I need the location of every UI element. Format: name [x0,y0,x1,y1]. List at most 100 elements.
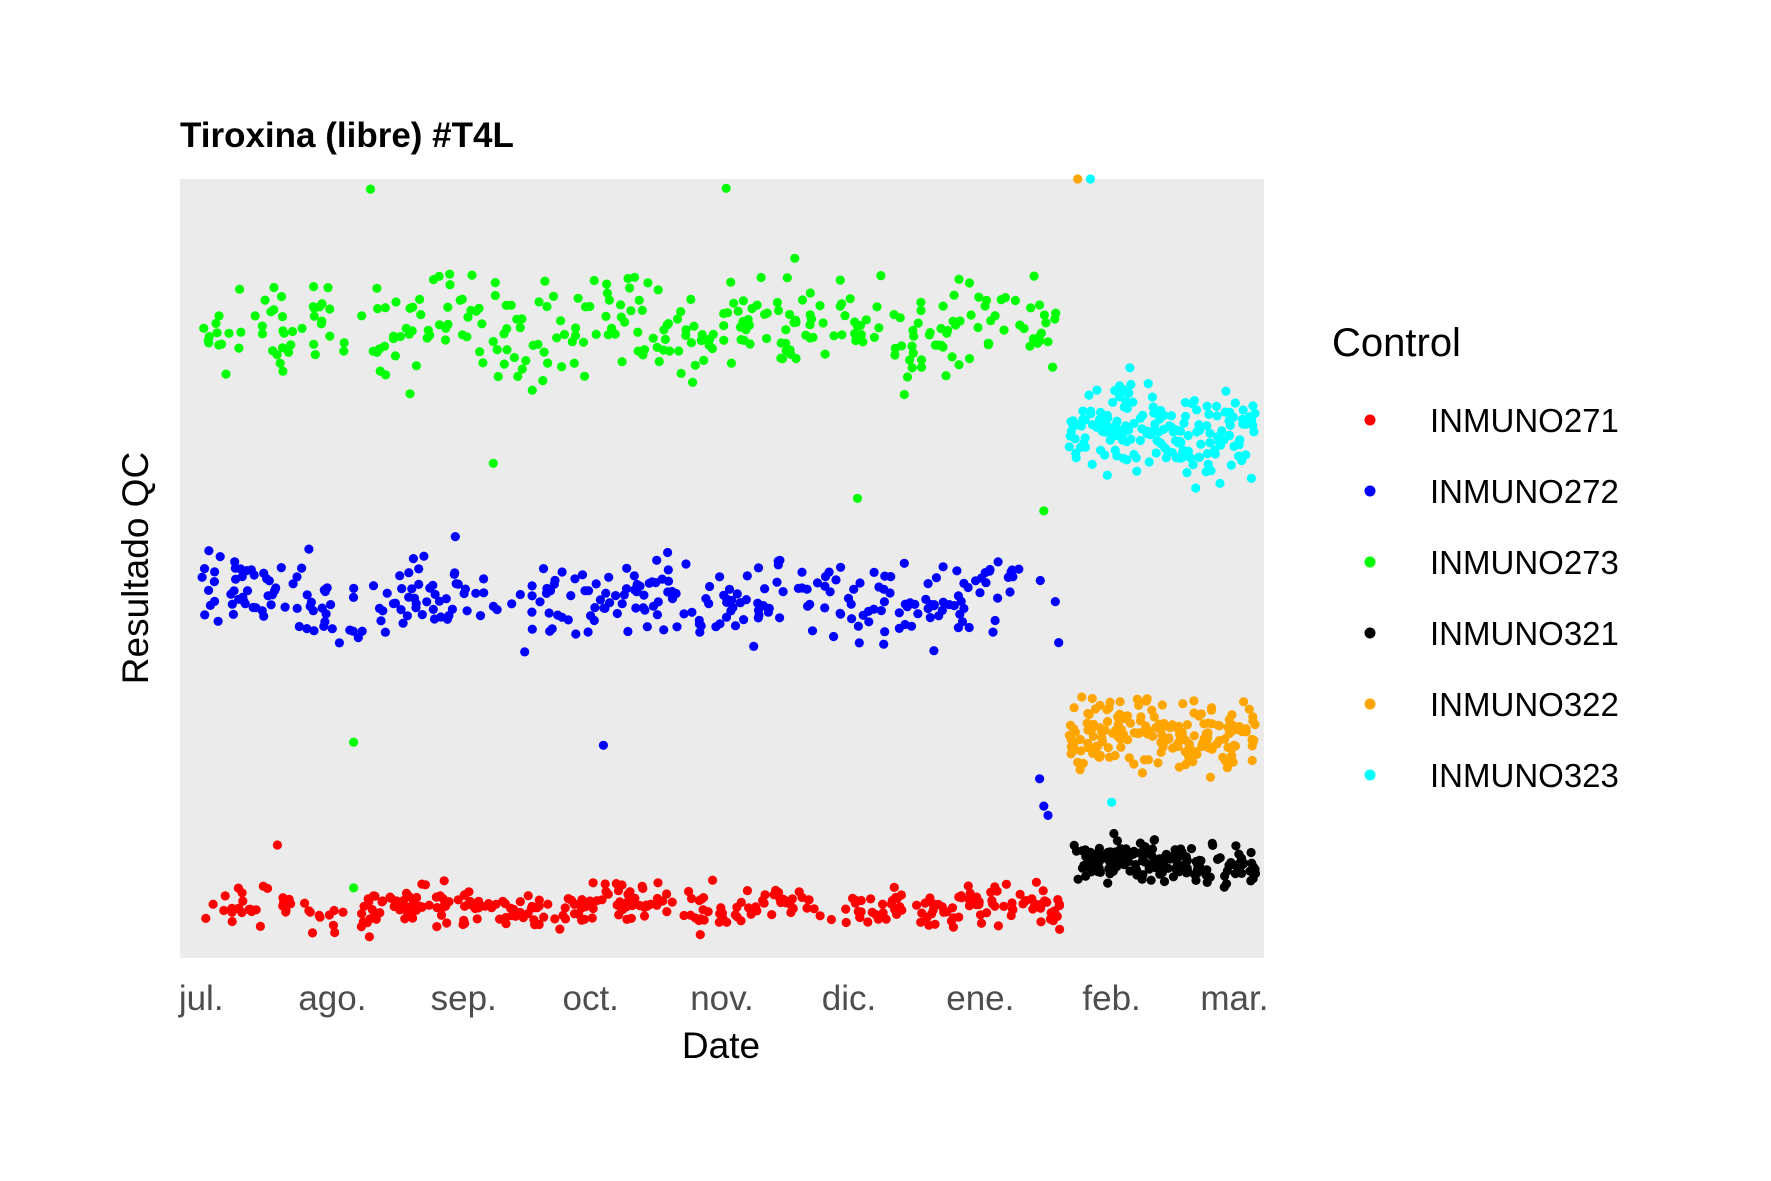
data-point [629,571,639,581]
data-point [429,614,440,624]
data-point [417,610,427,620]
data-point [215,552,225,562]
data-point [1121,387,1131,397]
data-point [663,565,673,575]
data-point [679,910,689,921]
legend-item: INMUNO272 [1364,473,1619,510]
data-point [263,591,273,601]
data-point [490,290,500,301]
data-point [957,617,968,627]
data-point [1069,418,1079,428]
data-point [405,389,415,399]
data-point [417,902,427,912]
data-point [923,579,933,589]
data-point [871,909,881,920]
data-point [880,627,890,637]
data-point [749,641,759,652]
data-point [936,323,946,334]
chart-title: Tiroxina (libre) #T4L [180,116,514,155]
data-point [1157,700,1167,710]
data-point [217,339,227,349]
data-point [415,294,425,304]
data-point [1228,757,1238,767]
data-point [916,355,927,365]
data-point [1090,746,1100,756]
data-point [1128,397,1138,407]
data-point [397,584,407,594]
data-point [1247,755,1257,766]
data-point [805,288,815,298]
data-point [739,615,749,625]
data-point [1007,904,1018,914]
data-point [1149,712,1159,722]
data-point [653,878,663,888]
data-point [684,886,694,897]
data-point [556,316,566,326]
data-point [639,911,650,921]
data-point [349,883,359,893]
data-point [621,902,632,912]
data-point [1066,742,1076,752]
data-point [957,893,967,903]
data-point [507,599,517,609]
data-point [474,896,484,906]
data-point [204,546,214,556]
data-point [1230,741,1240,751]
data-point [304,906,314,916]
data-point [467,270,477,280]
data-point [587,913,597,923]
data-point [639,590,649,600]
data-point [1189,696,1199,706]
data-point [488,336,498,347]
data-point [786,907,796,918]
data-point [1087,459,1097,469]
data-point [1066,749,1076,759]
data-point [826,914,837,925]
data-point [1103,743,1113,753]
data-point [237,888,247,898]
data-point [719,335,729,345]
data-point [1205,438,1215,448]
data-point [277,343,288,353]
x-tick-label: sep. [431,979,497,1018]
data-point [1188,757,1198,767]
x-tick-label: dic. [822,979,876,1018]
data-point [1190,869,1200,879]
data-point [698,893,709,903]
data-point [1031,877,1041,887]
data-point [495,914,505,924]
data-point [1015,889,1025,900]
data-point [1105,435,1115,445]
data-point [1194,420,1204,430]
data-point [930,340,941,350]
data-point [953,591,964,601]
data-point [372,283,382,293]
data-point [414,564,424,574]
data-point [1178,699,1188,709]
data-point [424,900,434,910]
data-point [1212,411,1222,421]
data-point [310,350,320,360]
data-point [964,622,974,633]
y-axis-title: Resultado QC [115,452,156,684]
data-point [751,902,761,912]
data-point [829,631,839,642]
data-point [616,300,626,310]
data-point [1201,729,1211,739]
data-point [534,895,544,905]
data-point [913,609,923,619]
data-point [585,301,595,312]
data-point [462,332,472,342]
data-point [583,627,593,637]
data-point [605,598,615,608]
data-point [1094,847,1104,857]
data-point [1010,295,1021,306]
data-point [257,321,267,331]
data-point [236,327,246,337]
data-point [604,295,615,305]
data-point [773,305,784,316]
data-point [451,579,461,589]
data-point [1042,897,1052,907]
data-point [907,341,917,351]
data-point [404,568,414,578]
